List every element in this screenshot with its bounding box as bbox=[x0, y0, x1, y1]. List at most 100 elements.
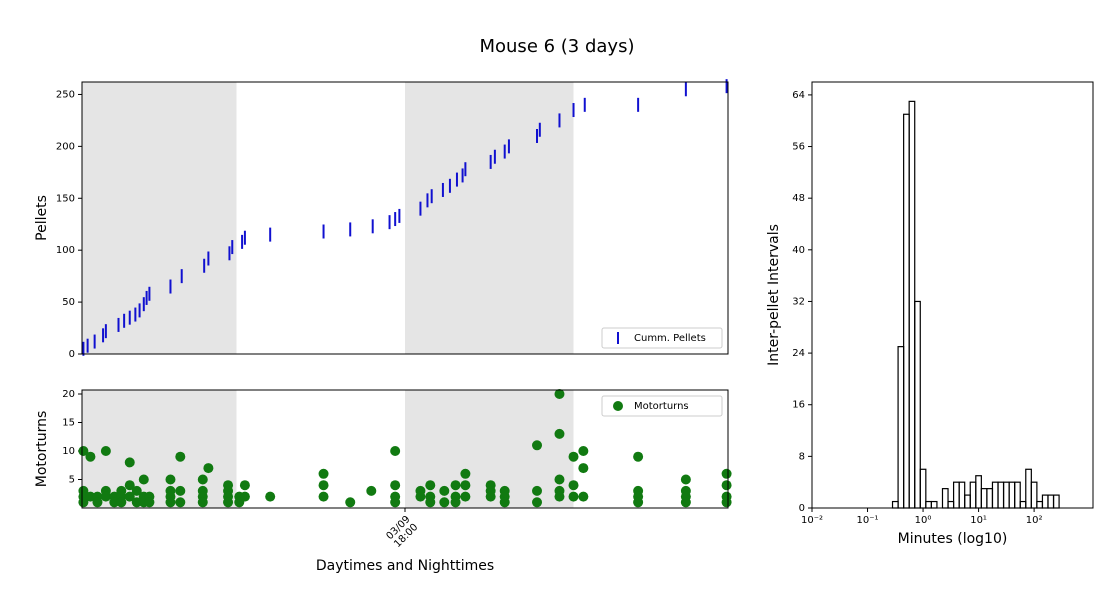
point bbox=[138, 474, 149, 485]
point bbox=[175, 497, 186, 508]
bar bbox=[1014, 481, 1021, 509]
y-tick-label: 20 bbox=[62, 389, 75, 400]
x-tick-label: 10⁰ bbox=[915, 515, 932, 526]
point bbox=[144, 497, 155, 508]
point bbox=[318, 491, 329, 502]
bar bbox=[1019, 500, 1027, 509]
point bbox=[100, 445, 111, 456]
bar bbox=[991, 481, 999, 509]
bar bbox=[958, 481, 966, 509]
x-tick-label: 10² bbox=[1026, 515, 1043, 526]
point bbox=[223, 497, 234, 508]
point bbox=[390, 480, 401, 491]
point bbox=[203, 463, 214, 474]
point bbox=[721, 497, 732, 508]
x-tick-label: 10⁻² bbox=[801, 515, 823, 526]
point bbox=[460, 491, 471, 502]
bar bbox=[891, 500, 899, 509]
point bbox=[425, 480, 436, 491]
point bbox=[92, 497, 103, 508]
point bbox=[85, 451, 96, 462]
point bbox=[578, 463, 589, 474]
bar bbox=[975, 475, 982, 509]
legend-box bbox=[601, 327, 723, 349]
bar bbox=[1008, 481, 1016, 509]
point bbox=[390, 445, 401, 456]
bar bbox=[914, 300, 921, 509]
x-axis-label: Minutes (log10) bbox=[898, 531, 1008, 547]
point bbox=[721, 480, 732, 491]
y-tick-label: 32 bbox=[792, 296, 805, 307]
night-shade bbox=[82, 82, 237, 354]
y-tick-label: 16 bbox=[792, 400, 805, 411]
bar bbox=[997, 481, 1005, 509]
y-axis-label: Inter-pellet Intervals bbox=[766, 224, 782, 366]
figure-title: Mouse 6 (3 days) bbox=[479, 36, 634, 57]
point bbox=[124, 480, 135, 491]
y-tick-label: 15 bbox=[62, 417, 75, 428]
legend-label: Cumm. Pellets bbox=[634, 333, 706, 344]
point bbox=[100, 491, 111, 502]
point bbox=[109, 497, 120, 508]
point bbox=[532, 440, 543, 451]
y-tick-label: 8 bbox=[799, 451, 805, 462]
y-tick-label: 24 bbox=[792, 348, 805, 359]
point bbox=[239, 491, 250, 502]
y-tick-label: 56 bbox=[792, 142, 805, 153]
axes-frame bbox=[811, 81, 1094, 509]
y-tick-label: 48 bbox=[792, 193, 805, 204]
y-axis-label: Pellets bbox=[34, 195, 50, 241]
point bbox=[554, 388, 565, 399]
point bbox=[554, 474, 565, 485]
point bbox=[499, 497, 510, 508]
y-tick-label: 150 bbox=[56, 193, 75, 204]
point bbox=[265, 491, 276, 502]
point bbox=[532, 485, 543, 496]
y-tick-label: 0 bbox=[799, 503, 805, 514]
point bbox=[131, 497, 142, 508]
point bbox=[568, 491, 579, 502]
bar bbox=[1052, 494, 1060, 509]
bar bbox=[986, 488, 994, 509]
bar bbox=[897, 346, 905, 509]
point bbox=[460, 480, 471, 491]
bar bbox=[1025, 468, 1032, 509]
point bbox=[197, 497, 208, 508]
point bbox=[85, 491, 96, 502]
point bbox=[578, 491, 589, 502]
y-tick-label: 50 bbox=[62, 297, 75, 308]
bar bbox=[947, 500, 955, 509]
y-tick-label: 10 bbox=[62, 446, 75, 457]
point bbox=[131, 485, 142, 496]
bar bbox=[1002, 481, 1010, 509]
point bbox=[568, 480, 579, 491]
point bbox=[124, 457, 135, 468]
y-tick-label: 0 bbox=[69, 349, 75, 360]
bar bbox=[925, 500, 932, 509]
legend-box bbox=[601, 395, 723, 417]
point bbox=[318, 480, 329, 491]
bar bbox=[1030, 481, 1038, 509]
point bbox=[318, 468, 329, 479]
bar bbox=[930, 500, 938, 509]
y-axis-label: Motorturns bbox=[34, 411, 50, 488]
bar bbox=[941, 488, 949, 509]
point bbox=[197, 474, 208, 485]
point bbox=[165, 497, 176, 508]
point bbox=[633, 497, 644, 508]
y-tick-label: 200 bbox=[56, 141, 75, 152]
point bbox=[239, 480, 250, 491]
bar bbox=[1047, 494, 1055, 509]
point bbox=[439, 497, 450, 508]
point bbox=[554, 491, 565, 502]
bar bbox=[964, 494, 971, 509]
point bbox=[633, 451, 644, 462]
point bbox=[568, 451, 579, 462]
point bbox=[175, 451, 186, 462]
point bbox=[485, 491, 496, 502]
bar bbox=[1041, 494, 1049, 509]
point bbox=[415, 491, 426, 502]
point bbox=[175, 485, 186, 496]
night-shade bbox=[405, 82, 574, 354]
